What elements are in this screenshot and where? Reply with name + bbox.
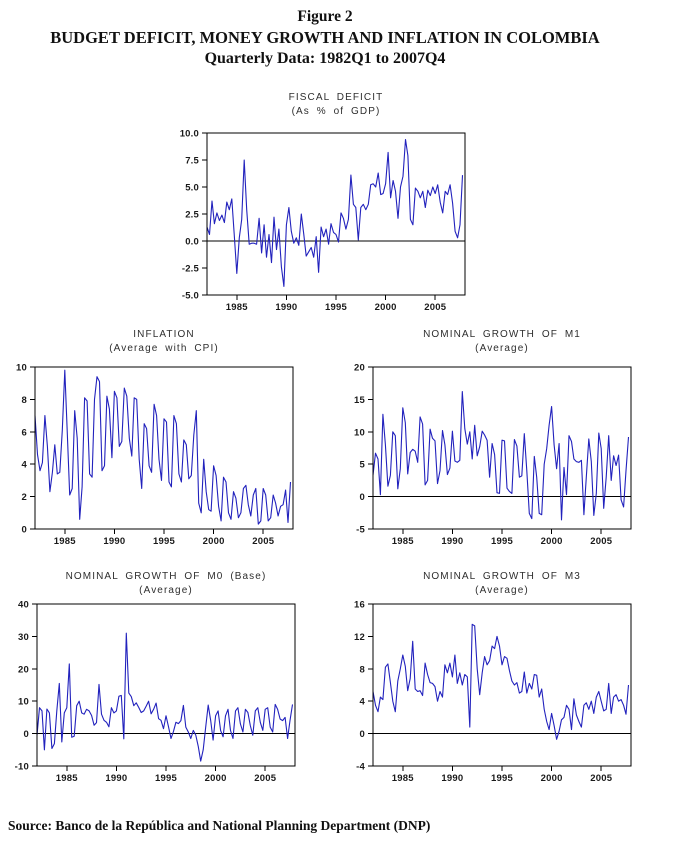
chart-title-block: FISCAL DEFICIT (As % of GDP) bbox=[207, 91, 465, 118]
source-note: Source: Banco de la República and Nation… bbox=[8, 818, 431, 833]
svg-text:2005: 2005 bbox=[590, 773, 612, 784]
svg-text:20: 20 bbox=[354, 363, 365, 374]
svg-text:0: 0 bbox=[22, 525, 27, 536]
svg-text:2005: 2005 bbox=[254, 773, 276, 784]
svg-text:16: 16 bbox=[354, 600, 365, 611]
svg-text:15: 15 bbox=[354, 395, 365, 406]
svg-text:8: 8 bbox=[22, 395, 27, 406]
figure-header: Figure 2 BUDGET DEFICIT, MONEY GROWTH AN… bbox=[0, 6, 650, 69]
svg-text:5.0: 5.0 bbox=[185, 183, 199, 194]
svg-text:8: 8 bbox=[360, 664, 365, 675]
svg-text:10: 10 bbox=[16, 363, 27, 374]
svg-text:1995: 1995 bbox=[491, 536, 513, 547]
chart-title: NOMINAL GROWTH OF M3 bbox=[423, 571, 581, 582]
chart-title-block: INFLATION (Average with CPI) bbox=[35, 328, 293, 355]
chart-title: NOMINAL GROWTH OF M1 bbox=[423, 329, 581, 340]
svg-text:1995: 1995 bbox=[155, 773, 177, 784]
svg-text:1990: 1990 bbox=[441, 773, 463, 784]
svg-text:30: 30 bbox=[18, 632, 29, 643]
figure-label: Figure 2 bbox=[297, 8, 353, 25]
figure-title: BUDGET DEFICIT, MONEY GROWTH AND INFLATI… bbox=[50, 28, 600, 47]
svg-text:1985: 1985 bbox=[54, 536, 76, 547]
svg-text:2000: 2000 bbox=[541, 773, 563, 784]
svg-text:0: 0 bbox=[360, 492, 365, 503]
svg-text:1985: 1985 bbox=[392, 773, 414, 784]
svg-text:-2.5: -2.5 bbox=[182, 264, 200, 275]
chart-title: INFLATION bbox=[133, 329, 195, 340]
svg-text:1985: 1985 bbox=[56, 773, 78, 784]
chart-subtitle: (Average) bbox=[139, 584, 193, 596]
chart-title: FISCAL DEFICIT bbox=[288, 92, 384, 103]
svg-text:1990: 1990 bbox=[275, 302, 297, 313]
svg-text:6: 6 bbox=[22, 427, 27, 438]
svg-text:1995: 1995 bbox=[491, 773, 513, 784]
m0-plot: -10 0 10 20 30 40 1985 1990 1995 2000 2005 bbox=[15, 600, 296, 784]
svg-text:4: 4 bbox=[360, 697, 366, 708]
svg-text:5: 5 bbox=[360, 460, 366, 471]
chart-subtitle: (Average) bbox=[475, 342, 529, 354]
chart-title-block: NOMINAL GROWTH OF M0 (Base) (Average) bbox=[37, 570, 295, 597]
svg-text:1990: 1990 bbox=[103, 536, 125, 547]
m3-plot: -4 0 4 8 12 16 1985 1990 1995 2000 2005 bbox=[354, 600, 632, 784]
chart-title-block: NOMINAL GROWTH OF M3 (Average) bbox=[373, 570, 631, 597]
svg-text:-5.0: -5.0 bbox=[182, 291, 199, 302]
svg-text:1995: 1995 bbox=[325, 302, 347, 313]
svg-text:2.5: 2.5 bbox=[185, 210, 199, 221]
svg-text:10.0: 10.0 bbox=[180, 129, 199, 140]
chart-title-block: NOMINAL GROWTH OF M1 (Average) bbox=[373, 328, 631, 355]
fiscal-deficit-plot: -5.0 -2.5 0.0 2.5 5.0 7.5 10.0 1985 1990 1995 2000… bbox=[180, 129, 466, 313]
svg-text:2: 2 bbox=[22, 492, 27, 503]
svg-text:12: 12 bbox=[354, 632, 365, 643]
svg-text:20: 20 bbox=[18, 664, 29, 675]
m1-plot: -5 0 5 10 15 20 1985 1990 1995 2000 2005 bbox=[354, 363, 632, 547]
svg-text:40: 40 bbox=[18, 600, 29, 611]
svg-text:2000: 2000 bbox=[541, 536, 563, 547]
svg-text:10: 10 bbox=[354, 427, 365, 438]
svg-text:0: 0 bbox=[360, 729, 365, 740]
chart-subtitle: (As % of GDP) bbox=[291, 105, 381, 117]
svg-text:-4: -4 bbox=[356, 762, 365, 773]
svg-text:1990: 1990 bbox=[105, 773, 127, 784]
svg-text:0.0: 0.0 bbox=[185, 237, 199, 248]
svg-text:1995: 1995 bbox=[153, 536, 175, 547]
svg-text:2005: 2005 bbox=[252, 536, 274, 547]
svg-text:4: 4 bbox=[22, 460, 28, 471]
figure-subtitle: Quarterly Data: 1982Q1 to 2007Q4 bbox=[204, 50, 446, 67]
svg-text:2000: 2000 bbox=[203, 536, 225, 547]
svg-text:2005: 2005 bbox=[590, 536, 612, 547]
svg-text:0: 0 bbox=[24, 729, 29, 740]
svg-text:1985: 1985 bbox=[392, 536, 414, 547]
chart-subtitle: (Average with CPI) bbox=[109, 342, 219, 354]
svg-text:2005: 2005 bbox=[424, 302, 446, 313]
chart-subtitle: (Average) bbox=[475, 584, 529, 596]
svg-text:-10: -10 bbox=[15, 762, 29, 773]
svg-text:2000: 2000 bbox=[205, 773, 227, 784]
svg-text:1990: 1990 bbox=[441, 536, 463, 547]
chart-title: NOMINAL GROWTH OF M0 (Base) bbox=[65, 571, 267, 582]
svg-text:1985: 1985 bbox=[226, 302, 248, 313]
svg-text:10: 10 bbox=[18, 697, 29, 708]
svg-text:-5: -5 bbox=[356, 525, 365, 536]
inflation-plot: 0 2 4 6 8 10 1985 1990 1995 2000 2005 bbox=[16, 363, 294, 547]
svg-text:2000: 2000 bbox=[375, 302, 397, 313]
svg-text:7.5: 7.5 bbox=[185, 156, 199, 167]
